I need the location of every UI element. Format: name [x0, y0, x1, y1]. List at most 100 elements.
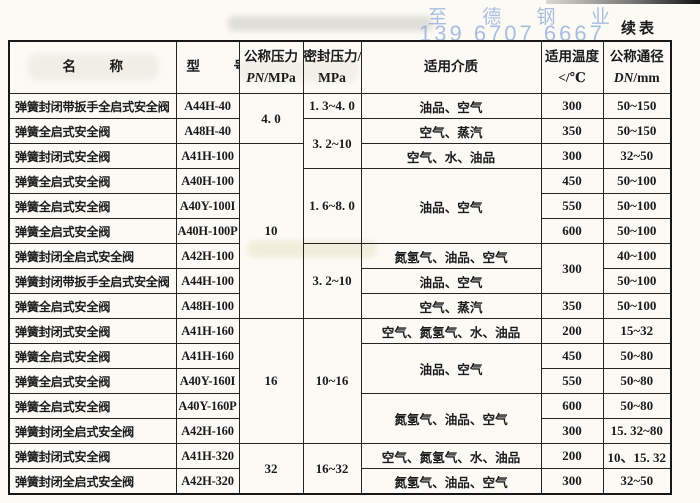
cell-media: 油品、空气: [360, 168, 542, 244]
cell-diameter: 50~100: [602, 293, 672, 319]
cell-model: A41H-160: [175, 343, 240, 369]
cell-diameter: 50~100: [602, 168, 672, 194]
table-row: 弹簧封闭全启式安全阀 A42H-320 氮氢气、油品、空气 300 32~50: [8, 468, 672, 495]
page-edge-scan-line: [546, 0, 700, 4]
cell-model: A48H-40: [175, 118, 240, 144]
safety-valve-spec-table: 名 称 型 号 公称压力 PN/MPa 密封压力/ MPa 适用介质 适用温度 …: [8, 40, 672, 495]
col-header-nominal-pressure: 公称压力 PN/MPa: [238, 40, 304, 94]
cell-temperature: 300: [540, 243, 604, 294]
cell-name: 弹簧封闭式安全阀: [8, 443, 177, 469]
cell-name: 弹簧封闭带扳手全启式安全阀: [8, 93, 177, 119]
cell-name: 弹簧全启式安全阀: [8, 193, 177, 219]
col-header-diameter: 公称通径 DN/mm: [602, 40, 672, 94]
cell-media: 氮氢气、油品、空气: [360, 468, 542, 495]
cell-temperature: 600: [540, 218, 604, 244]
cell-name: 弹簧全启式安全阀: [8, 293, 177, 319]
cell-name: 弹簧全启式安全阀: [8, 168, 177, 194]
cell-media: 空气、氮氢气、水、油品: [360, 443, 542, 469]
table-row: 弹簧封闭式安全阀 A41H-160 16 10~16 空气、氮氢气、水、油品 2…: [8, 318, 672, 444]
cell-temperature: 300: [540, 418, 604, 444]
cell-media: 油品、空气: [360, 343, 542, 394]
cell-diameter: 50~100: [602, 268, 672, 294]
header-row: 名 称 型 号 公称压力 PN/MPa 密封压力/ MPa 适用介质 适用温度 …: [8, 40, 672, 94]
cell-model: A44H-40: [175, 93, 240, 119]
cell-media: 氮氢气、油品、空气: [360, 393, 542, 444]
col-header-model: 型 号: [175, 40, 240, 94]
cell-temperature: 600: [540, 393, 604, 419]
cell-temperature: 550: [540, 368, 604, 394]
cell-model: A40Y-160I: [175, 368, 240, 394]
cell-diameter: 40~100: [602, 243, 672, 269]
cell-diameter: 50~80: [602, 393, 672, 419]
col-header-temperature: 适用温度 </℃: [540, 40, 604, 94]
cell-name: 弹簧封闭全启式安全阀: [8, 418, 177, 444]
cell-seal-pressure: 3. 2~10: [302, 243, 362, 319]
table-row: 弹簧封闭带扳手全启式安全阀 A44H-40 4. 0 1. 3~4. 0 油品、…: [8, 93, 672, 144]
cell-model: A40H-100: [175, 168, 240, 194]
table-row: 弹簧全启式安全阀 A48H-40 3. 2~10 空气、蒸汽 350 50~15…: [8, 118, 672, 169]
cell-temperature: 200: [540, 318, 604, 344]
col-header-media: 适用介质: [360, 40, 542, 94]
cell-temperature: 300: [540, 93, 604, 119]
cell-diameter: 10、15. 32: [602, 443, 672, 469]
cell-seal-pressure: 10~16: [302, 318, 362, 444]
cell-media: 空气、氮氢气、水、油品: [360, 318, 542, 344]
cell-name: 弹簧封闭式安全阀: [8, 143, 177, 169]
cell-diameter: 50~100: [602, 218, 672, 244]
cell-model: A41H-160: [175, 318, 240, 344]
cell-temperature: 200: [540, 443, 604, 469]
table-row: 弹簧封闭全启式安全阀 A42H-100 3. 2~10 氮氢气、油品、空气 30…: [8, 243, 672, 319]
cell-nominal-pressure: 16: [238, 318, 304, 444]
cell-name: 弹簧全启式安全阀: [8, 118, 177, 144]
cell-temperature: 300: [540, 143, 604, 169]
cell-diameter: 32~50: [602, 143, 672, 169]
col-header-seal-pressure: 密封压力/ MPa: [302, 40, 362, 94]
cell-seal-pressure: 16~32: [302, 443, 362, 495]
cell-seal-pressure: 3. 2~10: [302, 118, 362, 169]
continued-table-label: 续表: [620, 21, 657, 37]
cell-nominal-pressure: 32: [238, 443, 304, 495]
cell-name: 弹簧全启式安全阀: [8, 343, 177, 369]
cell-nominal-pressure: 4. 0: [238, 93, 304, 144]
cell-temperature: 550: [540, 193, 604, 219]
cell-temperature: 450: [540, 343, 604, 369]
cell-model: A40Y-160P: [175, 393, 240, 419]
cell-model: A42H-160: [175, 418, 240, 444]
cell-model: A42H-100: [175, 243, 240, 269]
cell-diameter: 15~32: [602, 318, 672, 344]
cell-name: 弹簧封闭式安全阀: [8, 318, 177, 344]
cell-diameter: 15. 32~80: [602, 418, 672, 444]
cell-media: 油品、空气: [360, 268, 542, 294]
cell-temperature: 300: [540, 468, 604, 495]
table-row: 弹簧全启式安全阀 A40Y-160I 550 50~80: [8, 368, 672, 394]
table-row: 弹簧封闭带扳手全启式安全阀 A44H-100 油品、空气 50~100: [8, 268, 672, 294]
cell-model: A44H-100: [175, 268, 240, 294]
table-row: 弹簧全启式安全阀 A40Y-160P 氮氢气、油品、空气 600 50~80: [8, 393, 672, 444]
cell-model: A41H-100: [175, 143, 240, 169]
cell-seal-pressure: 1. 6~8. 0: [302, 168, 362, 244]
table-row: 弹簧全启式安全阀 A41H-160 油品、空气 450 50~80: [8, 343, 672, 394]
cell-name: 弹簧全启式安全阀: [8, 368, 177, 394]
cell-media: 空气、蒸汽: [360, 118, 542, 144]
cell-diameter: 32~50: [602, 468, 672, 495]
cell-diameter: 50~80: [602, 368, 672, 394]
table-row: 弹簧全启式安全阀 A40H-100 1. 6~8. 0 油品、空气 450 50…: [8, 168, 672, 244]
scan-smudge: [228, 16, 433, 31]
cell-model: A48H-100: [175, 293, 240, 319]
cell-diameter: 50~80: [602, 343, 672, 369]
cell-model: A40H-100P: [175, 218, 240, 244]
cell-diameter: 50~150: [602, 93, 672, 119]
cell-model: A41H-320: [175, 443, 240, 469]
cell-media: 油品、空气: [360, 93, 542, 119]
cell-name: 弹簧封闭带扳手全启式安全阀: [8, 268, 177, 294]
cell-seal-pressure: 1. 3~4. 0: [302, 93, 362, 119]
cell-diameter: 50~100: [602, 193, 672, 219]
cell-temperature: 350: [540, 293, 604, 319]
cell-name: 弹簧全启式安全阀: [8, 393, 177, 419]
cell-media: 空气、水、油品: [360, 143, 542, 169]
cell-media: 空气、蒸汽: [360, 293, 542, 319]
cell-diameter: 50~150: [602, 118, 672, 144]
table-header: 名 称 型 号 公称压力 PN/MPa 密封压力/ MPa 适用介质 适用温度 …: [8, 40, 672, 94]
cell-model: A40Y-100I: [175, 193, 240, 219]
cell-media: 氮氢气、油品、空气: [360, 243, 542, 269]
